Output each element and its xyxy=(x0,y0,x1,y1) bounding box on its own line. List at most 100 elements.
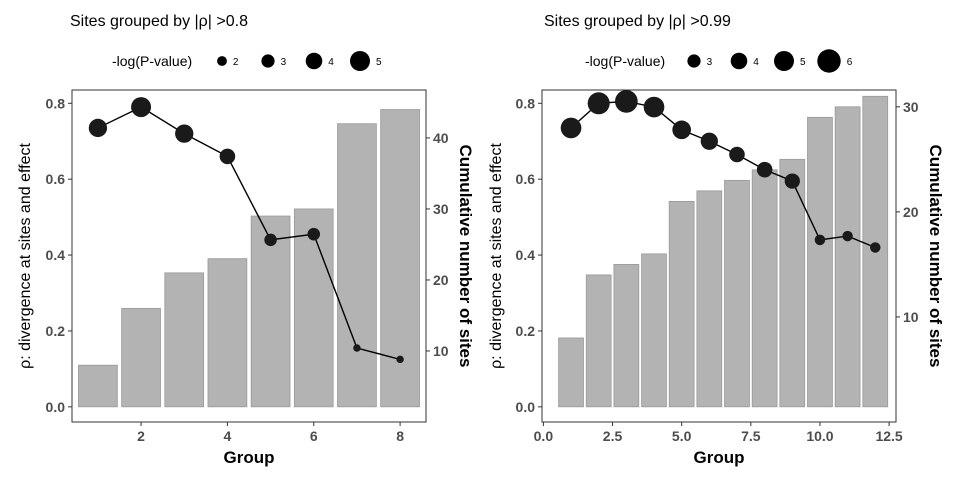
x-tick-label: 2 xyxy=(137,428,145,444)
y-tick-label: 0.4 xyxy=(46,247,66,263)
point-group-4 xyxy=(219,148,236,165)
point-group-1 xyxy=(88,118,108,138)
bar-group-3 xyxy=(164,272,205,408)
bar-group-1 xyxy=(78,364,118,408)
point-group-6 xyxy=(700,132,718,150)
point-group-12 xyxy=(870,242,881,253)
chart-title: Sites grouped by |ρ| >0.8 xyxy=(70,13,248,30)
bar-group-9 xyxy=(779,158,806,408)
legend-key-symbol xyxy=(305,52,323,70)
y-tick-label: 0.4 xyxy=(516,247,536,263)
bars xyxy=(558,95,889,408)
rho-points xyxy=(88,97,404,364)
legend-key-symbol xyxy=(350,51,370,71)
x-tick-label: 4 xyxy=(224,428,232,444)
bar-group-2 xyxy=(585,274,612,408)
x-tick-label: 8 xyxy=(396,428,404,444)
x-tick-label: 12.5 xyxy=(875,428,902,444)
point-group-8 xyxy=(756,161,773,178)
bars xyxy=(78,109,420,408)
legend-title: -log(P-value) xyxy=(112,53,192,69)
point-group-11 xyxy=(842,230,853,242)
x-axis-title: Group xyxy=(694,448,745,467)
bar-group-4 xyxy=(641,253,667,408)
legend-key-label: 3 xyxy=(707,57,713,68)
bar-group-1 xyxy=(558,337,584,408)
x-tick-label: 7.5 xyxy=(741,428,761,444)
legend-key-label: 5 xyxy=(800,57,806,68)
y-axis-title: ρ: divergence at sites and effect xyxy=(17,143,34,369)
legend: -log(P-value) 2 3 4 5 xyxy=(112,51,382,71)
chart-title: Sites grouped by |ρ| >0.99 xyxy=(544,13,731,30)
legend-key-label: 2 xyxy=(233,57,239,68)
bar-group-7 xyxy=(337,123,377,408)
point-group-8 xyxy=(396,355,404,364)
point-group-5 xyxy=(264,233,277,247)
x-axis: 2 4 6 8 xyxy=(137,422,404,444)
y2-tick-label: 10 xyxy=(903,309,919,325)
panel-left: Sites grouped by |ρ| >0.8 -log(P-value) … xyxy=(17,13,475,467)
legend-keys: 3 4 5 6 xyxy=(687,49,853,73)
bar-group-7 xyxy=(724,179,750,408)
bar-group-3 xyxy=(613,264,640,408)
point-group-6 xyxy=(307,227,321,241)
y-axis-right: 10 20 30 40 xyxy=(426,130,449,359)
y-tick-label: 0.8 xyxy=(46,95,66,111)
bar-group-8 xyxy=(751,169,778,408)
legend-title: -log(P-value) xyxy=(585,53,665,69)
y-tick-label: 0.2 xyxy=(516,323,536,339)
x-tick-label: 0.0 xyxy=(534,428,554,444)
bar-group-11 xyxy=(834,106,861,408)
point-group-2 xyxy=(131,97,152,118)
rho-points xyxy=(560,90,881,253)
plot-panel xyxy=(71,89,427,423)
legend-key-symbol xyxy=(774,51,794,71)
y-tick-label: 0.8 xyxy=(516,95,536,111)
point-group-4 xyxy=(643,96,665,118)
y-tick-label: 0.0 xyxy=(46,399,66,415)
y2-tick-label: 20 xyxy=(903,204,919,220)
x-axis-title: Group xyxy=(224,448,275,467)
point-group-10 xyxy=(814,234,826,246)
x-tick-label: 6 xyxy=(310,428,318,444)
bar-group-10 xyxy=(807,116,833,408)
y-axis-right: 10 20 30 xyxy=(896,99,919,325)
panel-right: Sites grouped by |ρ| >0.99 -log(P-value)… xyxy=(488,13,945,467)
legend-key-symbol xyxy=(730,52,748,70)
y-axis-left: 0.0 0.2 0.4 0.6 0.8 xyxy=(46,95,72,415)
y-axis-title: ρ: divergence at sites and effect xyxy=(488,143,505,369)
y-tick-label: 0.6 xyxy=(516,171,536,187)
y2-tick-label: 40 xyxy=(433,130,449,146)
y2-tick-label: 10 xyxy=(433,343,449,359)
legend: -log(P-value) 3 4 5 6 xyxy=(585,49,853,73)
y2-tick-label: 30 xyxy=(433,201,449,217)
point-group-2 xyxy=(587,92,610,115)
y2-axis-title: Cumulative number of sites xyxy=(926,145,945,368)
bar-group-6 xyxy=(293,208,334,408)
point-group-7 xyxy=(729,146,745,163)
point-group-9 xyxy=(784,173,800,189)
bar-group-5 xyxy=(668,200,695,408)
y-tick-label: 0.2 xyxy=(46,323,66,339)
plot-panel xyxy=(541,89,897,423)
y-axis-left: 0.0 0.2 0.4 0.6 0.8 xyxy=(516,95,542,415)
legend-key-symbol xyxy=(817,49,841,73)
bar-group-4 xyxy=(207,258,248,408)
x-tick-label: 5.0 xyxy=(672,428,692,444)
y2-axis-title: Cumulative number of sites xyxy=(456,145,475,368)
point-group-5 xyxy=(672,120,691,140)
legend-key-symbol xyxy=(217,56,227,66)
legend-key-label: 5 xyxy=(376,57,382,68)
point-group-1 xyxy=(560,117,582,139)
point-group-3 xyxy=(614,90,638,113)
legend-key-label: 4 xyxy=(753,57,759,68)
point-group-7 xyxy=(353,344,361,352)
bar-group-2 xyxy=(121,307,161,408)
legend-key-label: 3 xyxy=(281,57,287,68)
y-tick-label: 0.6 xyxy=(46,171,66,187)
bar-group-6 xyxy=(696,190,723,408)
legend-key-symbol xyxy=(261,54,275,68)
y2-tick-label: 30 xyxy=(903,99,919,115)
legend-keys: 2 3 4 5 xyxy=(217,51,382,71)
